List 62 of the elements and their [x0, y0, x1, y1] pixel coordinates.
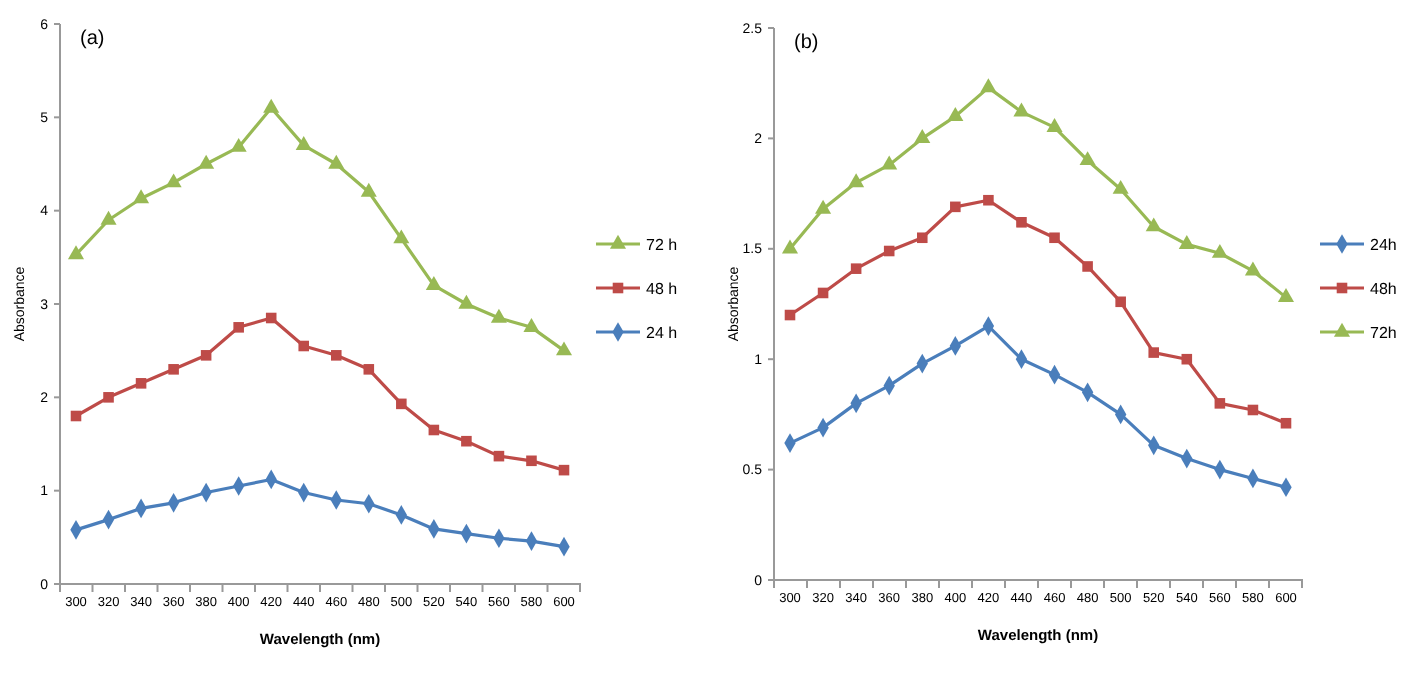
- point: [67, 245, 85, 260]
- point: [1214, 398, 1226, 409]
- point: [1148, 347, 1160, 358]
- point: [848, 173, 865, 188]
- point: [1178, 235, 1195, 250]
- point: [168, 364, 179, 375]
- point: [914, 129, 931, 144]
- point: [298, 340, 310, 352]
- point: [881, 155, 898, 170]
- point: [1211, 243, 1228, 258]
- point: [815, 199, 832, 214]
- point: [330, 350, 342, 361]
- point: [490, 308, 507, 323]
- point: [1013, 102, 1030, 117]
- point: [523, 318, 540, 332]
- point: [950, 201, 961, 213]
- point: [233, 322, 244, 333]
- point: [1280, 417, 1292, 429]
- point: [1016, 217, 1027, 228]
- point: [983, 194, 994, 206]
- point: [1082, 261, 1093, 272]
- point: [230, 137, 247, 152]
- point: [135, 378, 147, 389]
- chart-title: (a): [80, 28, 105, 50]
- point: [100, 210, 117, 225]
- chart-title: (b): [794, 32, 819, 54]
- legend-label: 72h: [1370, 324, 1397, 342]
- point: [526, 455, 537, 467]
- point: [1277, 288, 1295, 303]
- point: [781, 239, 799, 254]
- point: [425, 276, 442, 290]
- legend-label: 72 h: [646, 236, 678, 254]
- point: [198, 154, 215, 169]
- point: [328, 154, 345, 169]
- point: [1079, 151, 1096, 166]
- point: [295, 136, 312, 150]
- point: [393, 229, 410, 244]
- point: [1145, 217, 1162, 232]
- point: [916, 232, 928, 244]
- point: [1244, 261, 1261, 276]
- legend-label: 48h: [1370, 280, 1397, 298]
- point: [133, 189, 150, 204]
- point: [1112, 179, 1129, 194]
- point: [396, 398, 407, 410]
- point: [850, 263, 862, 274]
- point: [947, 107, 964, 121]
- point: [1046, 118, 1063, 132]
- point: [1115, 296, 1126, 308]
- point: [461, 435, 472, 447]
- point: [980, 78, 997, 93]
- point: [360, 182, 377, 197]
- legend-label: 24h: [1370, 236, 1397, 254]
- point: [103, 392, 114, 403]
- point: [458, 294, 475, 309]
- legend-label: 24 h: [646, 324, 678, 342]
- point: [263, 98, 280, 113]
- legend-label: 48 h: [646, 280, 678, 298]
- point: [165, 173, 182, 188]
- point: [555, 341, 573, 356]
- point: [363, 364, 375, 375]
- point: [1049, 232, 1060, 244]
- point: [200, 350, 212, 361]
